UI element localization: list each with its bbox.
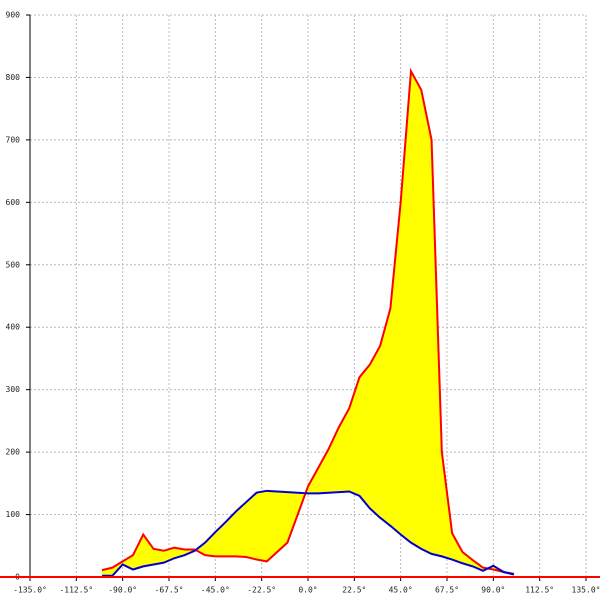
x-tick-label: 112.5° (525, 586, 554, 595)
y-tick-label: 700 (6, 135, 21, 144)
x-tick-label: -45.0° (201, 586, 230, 595)
y-tick-label: 200 (6, 448, 21, 457)
series-line (101, 67, 515, 575)
y-tick-label: 800 (6, 73, 21, 82)
y-tick-label: 100 (6, 510, 21, 519)
y-tick-label: 500 (6, 260, 21, 269)
y-tick-label: 900 (6, 11, 21, 20)
x-tick-label: 135.0° (572, 586, 600, 595)
x-tick-label: 45.0° (389, 586, 413, 595)
x-tick-label: 90.0° (481, 586, 505, 595)
y-tick-label: 600 (6, 198, 21, 207)
x-tick-label: -22.5° (247, 586, 276, 595)
x-tick-label: 67.5° (435, 586, 459, 595)
x-tick-label: -135.0° (13, 586, 47, 595)
y-tick-label: 300 (6, 385, 21, 394)
y-tick-label: 400 (6, 323, 21, 332)
x-tick-label: -67.5° (155, 586, 184, 595)
x-tick-label: 22.5° (342, 586, 366, 595)
area-fill (102, 71, 514, 576)
x-tick-label: -112.5° (59, 586, 93, 595)
x-tick-label: -90.0° (108, 586, 137, 595)
x-tick-label: 0.0° (298, 586, 317, 595)
series-line (102, 489, 515, 577)
